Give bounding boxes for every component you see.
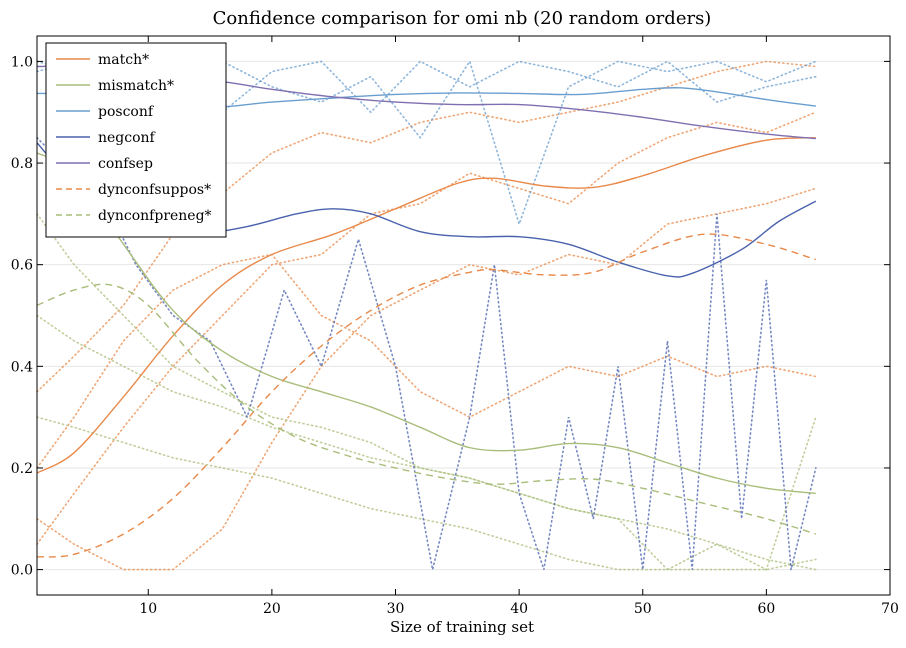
- legend-label: posconf: [98, 104, 155, 120]
- background-trace: [36, 187, 817, 571]
- x-tick-label: 20: [263, 601, 281, 617]
- background-trace: [36, 136, 817, 570]
- y-tick-label: 0.6: [11, 258, 33, 274]
- legend-label: mismatch*: [98, 78, 174, 94]
- background-trace: [36, 314, 817, 571]
- legend-label: match*: [98, 52, 149, 68]
- legend-label: dynconfpreneg*: [98, 208, 212, 224]
- x-tick-label: 10: [139, 601, 157, 617]
- y-tick-label: 0.4: [11, 359, 33, 375]
- background-trace: [36, 213, 817, 571]
- x-axis-label: Size of training set: [390, 618, 534, 636]
- series-line-0: [36, 136, 816, 474]
- background-trace: [36, 60, 817, 393]
- plot-frame: [36, 35, 891, 596]
- legend-label: negconf: [98, 130, 157, 146]
- background-trace: [36, 416, 817, 571]
- y-tick-label: 0.2: [11, 461, 33, 477]
- y-tick-label: 1.0: [11, 54, 33, 70]
- legend: match* mismatch* posconf negconf confsep dync…: [45, 42, 227, 238]
- chart-title: Confidence comparison for omi nb (20 ran…: [213, 8, 712, 29]
- background-trace: [36, 253, 817, 469]
- series-line-5: [36, 233, 817, 558]
- axis-ticks: 10 20 30 40 50 60 70 0.0 0.2 0.4 0.6 0.8 1.0: [11, 36, 899, 617]
- background-trace: [36, 111, 817, 545]
- x-tick-label: 70: [881, 601, 899, 617]
- x-tick-label: 30: [387, 601, 405, 617]
- legend-box: [45, 42, 227, 238]
- y-tick-label: 0.0: [11, 563, 33, 579]
- x-tick-label: 60: [757, 601, 775, 617]
- y-tick-label: 0.8: [11, 156, 33, 172]
- series-line-6: [36, 283, 817, 535]
- legend-label: confsep: [98, 156, 153, 172]
- legend-label: dynconfsuppos*: [98, 182, 211, 198]
- series-line-1: [36, 152, 816, 495]
- x-tick-label: 40: [510, 601, 528, 617]
- x-tick-label: 50: [634, 601, 652, 617]
